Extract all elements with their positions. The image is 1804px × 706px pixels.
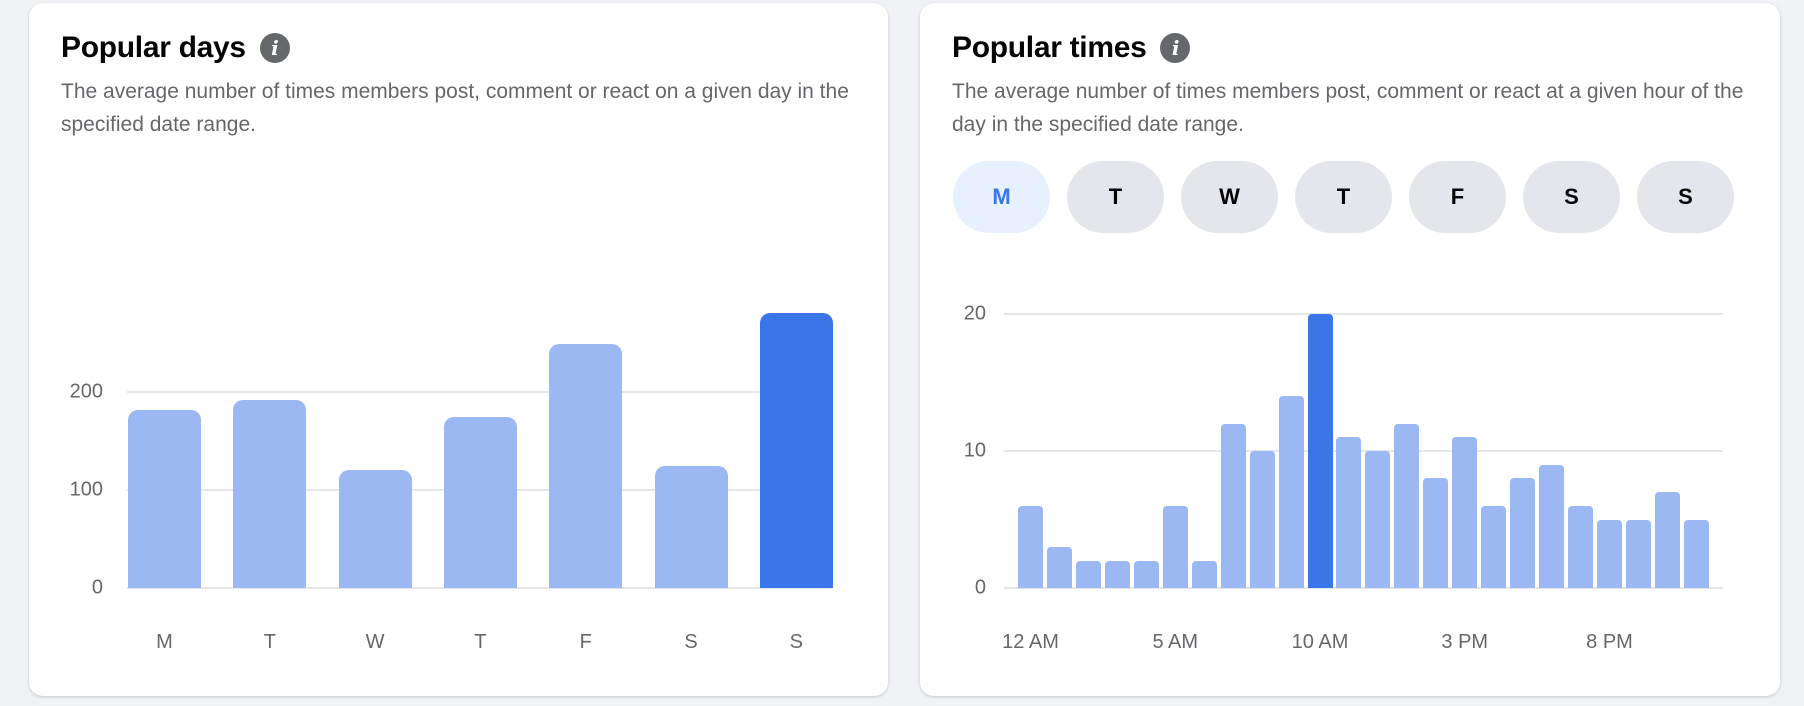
day-filter-pill[interactable]: S	[1523, 161, 1620, 233]
y-tick-label: 0	[974, 576, 986, 599]
x-tick-label: S	[789, 631, 803, 653]
popular-times-description: The average number of times members post…	[952, 80, 1744, 136]
y-tick-label: 20	[963, 302, 986, 325]
bar[interactable]	[654, 465, 728, 588]
x-tick-label: M	[156, 631, 173, 653]
x-tick-label: 10 AM	[1291, 631, 1349, 653]
gridline	[1004, 313, 1723, 315]
bar[interactable]	[549, 343, 623, 588]
bar[interactable]	[1452, 437, 1478, 588]
popular-days-description: The average number of times members post…	[61, 80, 849, 136]
gridline	[127, 391, 832, 393]
bar[interactable]	[1191, 560, 1217, 588]
bar[interactable]	[1365, 451, 1391, 588]
x-tick-label: 12 AM	[1002, 631, 1059, 653]
popular-days-card: Popular days i The average number of tim…	[29, 3, 888, 696]
bar[interactable]	[1249, 451, 1275, 588]
bar[interactable]	[1481, 505, 1507, 588]
bar[interactable]	[759, 312, 833, 588]
day-filter-pill[interactable]: W	[1181, 161, 1278, 233]
bar[interactable]	[1510, 478, 1536, 588]
bar[interactable]	[1654, 492, 1680, 588]
popular-days-title: Popular days	[61, 31, 246, 64]
day-filter-pill[interactable]: F	[1409, 161, 1506, 233]
bar[interactable]	[1625, 519, 1651, 588]
y-tick-label: 100	[69, 478, 103, 501]
x-tick-label: 5 AM	[1152, 631, 1199, 653]
bar[interactable]	[1568, 505, 1594, 588]
bar[interactable]	[1133, 560, 1159, 588]
bar[interactable]	[1075, 560, 1101, 588]
x-tick-label: T	[263, 631, 276, 653]
bar[interactable]	[1683, 519, 1709, 588]
bar[interactable]	[1423, 478, 1449, 588]
bar[interactable]	[1104, 560, 1130, 588]
bar[interactable]	[443, 417, 517, 588]
bar[interactable]	[1278, 396, 1304, 588]
day-filter-pill[interactable]: T	[1295, 161, 1392, 233]
bar[interactable]	[233, 399, 307, 588]
day-filter-pill[interactable]: S	[1637, 161, 1734, 233]
gridline	[1004, 587, 1723, 589]
day-filter-pill[interactable]: M	[953, 161, 1050, 233]
bar[interactable]	[1597, 519, 1622, 588]
info-icon[interactable]: i	[259, 33, 290, 63]
x-tick-label: W	[365, 631, 385, 653]
x-tick-label: 8 PM	[1586, 631, 1633, 653]
bar[interactable]	[1018, 505, 1043, 588]
popular-times-title-row: Popular times i	[952, 31, 1191, 65]
bar[interactable]	[1307, 314, 1333, 588]
y-tick-label: 200	[69, 380, 103, 403]
y-tick-label: 10	[963, 439, 986, 462]
x-tick-label: 3 PM	[1441, 631, 1489, 653]
bar[interactable]	[1220, 423, 1246, 588]
y-tick-label: 0	[91, 576, 103, 599]
bar[interactable]	[1394, 423, 1420, 588]
popular-days-title-row: Popular days i	[61, 31, 290, 65]
gridline	[1004, 450, 1723, 452]
bar[interactable]	[1539, 464, 1565, 588]
popular-times-card: Popular times i The average number of ti…	[920, 3, 1780, 696]
bar[interactable]	[128, 409, 201, 588]
day-filter-pill[interactable]: T	[1067, 161, 1164, 233]
gridline	[127, 587, 832, 589]
bar[interactable]	[338, 470, 412, 588]
x-tick-label: S	[684, 631, 698, 653]
bar[interactable]	[1336, 437, 1362, 588]
info-icon[interactable]: i	[1160, 33, 1191, 63]
x-tick-label: T	[474, 631, 487, 653]
bar[interactable]	[1162, 505, 1188, 588]
popular-times-title: Popular times	[952, 31, 1147, 64]
bar[interactable]	[1046, 546, 1072, 588]
x-tick-label: F	[579, 631, 592, 653]
